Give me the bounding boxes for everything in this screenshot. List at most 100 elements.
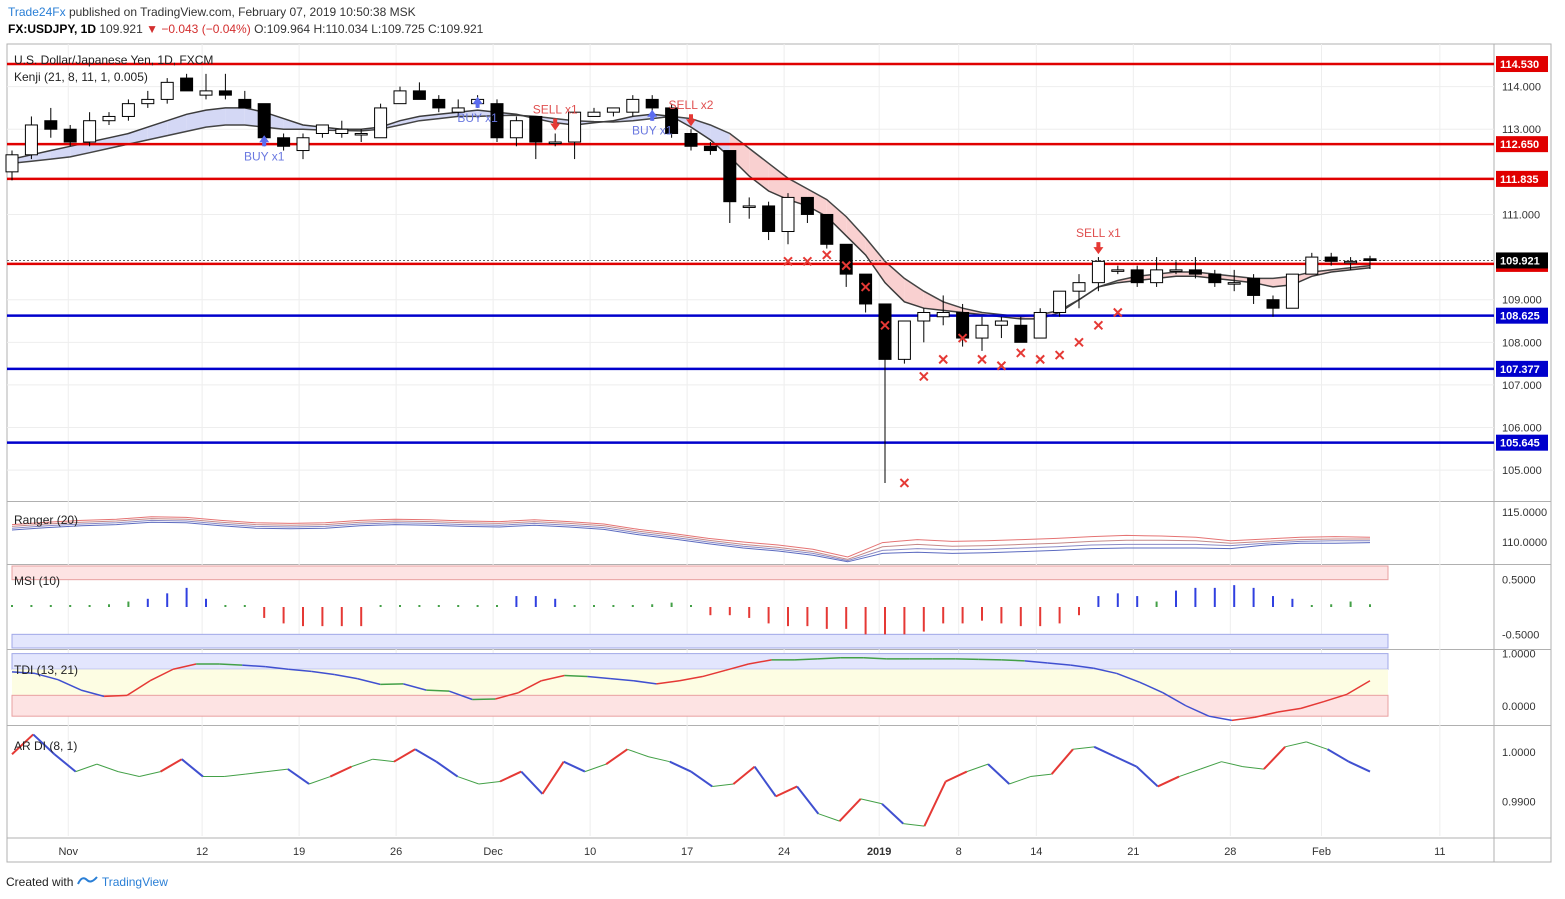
tdi-line-segment [57, 678, 82, 691]
tradingview-logo-icon[interactable] [76, 875, 102, 889]
ardi-line-segment [775, 785, 798, 798]
kenji-cloud-segment [419, 114, 439, 121]
candle-body [1130, 269, 1144, 284]
candle-body [956, 311, 970, 339]
msi-bar [593, 605, 595, 607]
tdi-line-segment [380, 683, 404, 686]
msi-bar [1194, 587, 1197, 607]
time-tick-label: Dec [483, 846, 503, 858]
candle-body [975, 324, 989, 339]
price-change: ▼ −0.043 (−0.04%) [146, 22, 251, 36]
candle-body [1285, 273, 1299, 309]
x-mark-icon [977, 354, 987, 365]
symbol-info: FX:USDJPY, 1D 109.921 ▼ −0.043 (−0.04%) … [8, 22, 483, 36]
candle-body [121, 103, 135, 117]
msi-bar [1330, 604, 1333, 607]
kenji-cloud-segment [632, 114, 653, 121]
tdi-tick-label: 0.0000 [1502, 701, 1536, 713]
price-tick-label: 111.000 [1502, 209, 1540, 221]
candle-body [781, 196, 795, 233]
candle-body [1363, 258, 1377, 261]
candle-body [897, 320, 911, 360]
ardi-line-segment [753, 766, 777, 797]
time-tick-label: 12 [196, 846, 208, 858]
ardi-line-segment [393, 748, 416, 763]
x-mark-icon [783, 256, 793, 267]
tdi-line-segment [817, 657, 841, 660]
ardi-line-segment [1114, 755, 1138, 768]
candle-body [859, 273, 873, 305]
msi-bar [1116, 593, 1119, 607]
sell-arrow-icon [686, 114, 696, 127]
level-tag-107.377 [1496, 360, 1548, 377]
candle-body [1324, 256, 1338, 262]
tdi-lower-zone [11, 694, 1389, 717]
tdi-line-segment [518, 680, 542, 694]
msi-tick-label: 0.5000 [1502, 575, 1536, 587]
msi-bar [748, 607, 751, 618]
level-tag-label: 105.645 [1500, 438, 1540, 450]
time-tick-label: 17 [681, 846, 693, 858]
msi-bar [360, 607, 363, 627]
buy-arrow-icon [647, 109, 658, 121]
ardi-line-segment [351, 758, 373, 768]
msi-bar [1000, 607, 1003, 624]
tdi-label: TDI (13, 21) [14, 663, 79, 677]
tdi-line-segment [1024, 660, 1048, 664]
candle-body [1305, 256, 1319, 275]
tdi-tick-label: 1.0000 [1502, 649, 1536, 661]
tdi-line-segment [1162, 692, 1187, 707]
ardi-line-segment [372, 758, 394, 763]
tdi-line-segment [656, 679, 680, 685]
x-mark-icon [1113, 307, 1123, 318]
x-mark-icon [841, 260, 851, 271]
tradingview-logo-text[interactable]: TradingView [101, 875, 168, 889]
price-tick-label: 105.000 [1502, 465, 1542, 477]
ardi-line-segment [1242, 766, 1264, 770]
msi-bar [88, 605, 91, 607]
msi-bar [1155, 601, 1158, 607]
sell-signal-label: SELL x1 [1076, 226, 1121, 240]
ardi-tick-label: 1.0000 [1502, 747, 1536, 759]
candle-body [1111, 269, 1125, 272]
msi-bar [981, 607, 983, 621]
msi-bar [573, 605, 576, 607]
ardi-line-segment [796, 785, 820, 815]
msi-bar [690, 605, 692, 607]
msi-bar [1078, 607, 1080, 616]
msi-bar [418, 605, 421, 607]
candle-body [1053, 290, 1067, 313]
ardi-line-segment [1285, 741, 1307, 748]
ardi-line-segment [838, 798, 862, 822]
buy-signal-label: BUY x1 [632, 124, 673, 138]
kenji-cloud-segment [710, 124, 730, 157]
tdi-line-segment [126, 680, 151, 696]
buy-signal-label: BUY x1 [244, 149, 285, 163]
ardi-line-segment [712, 783, 734, 787]
tdi-line-segment [1277, 707, 1302, 713]
buy-signal-label: BUY x1 [457, 111, 498, 125]
tdi-line-segment [403, 683, 427, 691]
msi-bar [961, 607, 964, 624]
ardi-line-segment [1327, 748, 1350, 763]
msi-bar [864, 607, 867, 635]
brand-name[interactable]: Trade24Fx [8, 5, 66, 19]
buy-arrow-icon [472, 96, 483, 108]
level-tag-105.645 [1496, 434, 1548, 451]
price-tick-label: 108.000 [1502, 337, 1542, 349]
tdi-line-segment [610, 677, 634, 682]
msi-bar [1058, 607, 1061, 624]
ardi-line-segment [605, 748, 628, 765]
msi-bar [166, 593, 169, 607]
candle-body [1188, 269, 1202, 275]
msi-bar [185, 587, 188, 607]
msi-bar [903, 607, 906, 635]
ardi-line-segment [1072, 746, 1095, 750]
msi-bar [1272, 596, 1274, 607]
x-mark-icon [1093, 320, 1104, 330]
ranger-line [11, 518, 1370, 560]
candle-body [529, 115, 543, 143]
main-pane-title: U.S. Dollar/Japanese Yen, 1D, FXCM [14, 53, 214, 67]
tdi-upper-zone [11, 653, 1389, 670]
